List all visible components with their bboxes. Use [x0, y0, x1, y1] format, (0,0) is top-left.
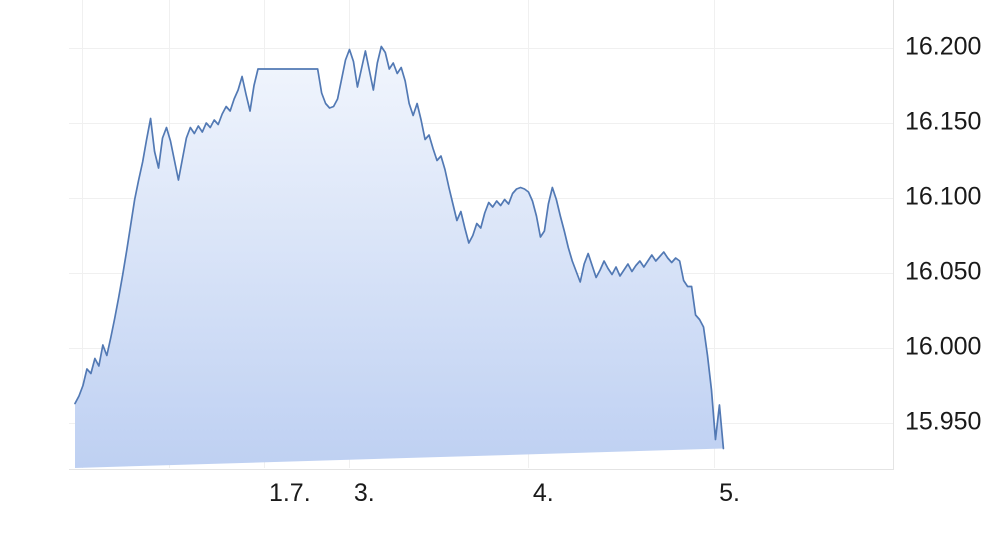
- x-tick-label: 3.: [354, 479, 375, 507]
- y-tick-label: 16.200: [905, 33, 981, 61]
- x-tick-label: 5.: [719, 479, 740, 507]
- y-tick-label: 15.950: [905, 408, 981, 436]
- x-axis-labels: 1.7. 3. 4. 5.: [269, 479, 740, 507]
- x-tick-label: 4.: [533, 479, 554, 507]
- y-tick-label: 16.150: [905, 108, 981, 136]
- y-tick-label: 16.100: [905, 183, 981, 211]
- series-line: [74, 45, 725, 450]
- y-tick-label: 16.000: [905, 333, 981, 361]
- y-axis-labels: 15.950 16.000 16.050 16.100 16.150 16.200: [905, 33, 981, 436]
- series-area-fill: [75, 46, 724, 468]
- axis-lines: [69, 0, 894, 470]
- y-tick-label: 16.050: [905, 258, 981, 286]
- x-tick-label: 1.7.: [269, 479, 311, 507]
